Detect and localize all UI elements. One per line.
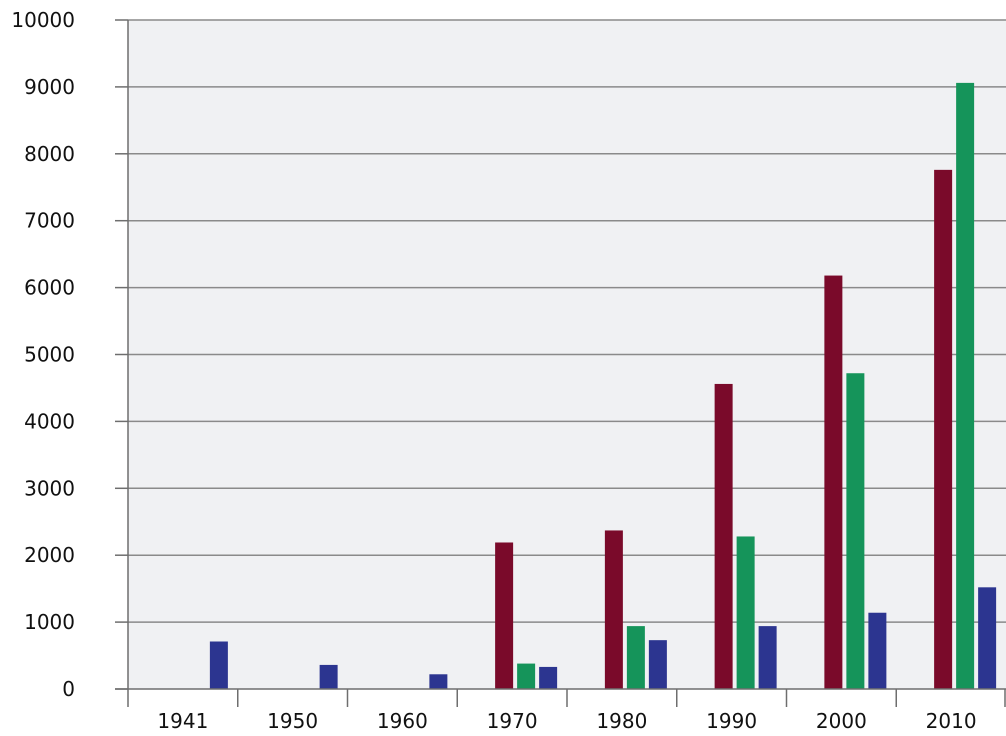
bar-1990-series-1 (714, 383, 733, 689)
bar-1980-series-1 (604, 530, 623, 689)
gridlines (115, 19, 1006, 690)
bar-2000-series-2 (846, 373, 865, 689)
bar-1970-series-2 (517, 663, 536, 689)
bars (209, 82, 997, 690)
y-axis-tick-labels: 0 1000 2000 3000 4000 5000 6000 7000 8000 9000 100… (11, 8, 75, 701)
x-tick-label: 1980 (596, 709, 647, 733)
y-tick-label: 5000 (24, 343, 75, 367)
bar-1970-series-1 (495, 542, 514, 689)
y-tick-label: 3000 (24, 476, 75, 500)
y-tick-label: 8000 (24, 142, 75, 166)
x-axis-tick-labels: 1941 1950 1960 1970 1980 1990 2000 2010 (157, 709, 976, 733)
y-tick-label: 2000 (24, 543, 75, 567)
x-tick-label: 1950 (267, 709, 318, 733)
y-tick-label: 4000 (24, 409, 75, 433)
y-tick-label: 9000 (24, 75, 75, 99)
bar-2010-series-2 (956, 82, 975, 690)
x-tick-label: 1941 (157, 709, 208, 733)
x-tick-label: 1970 (487, 709, 538, 733)
bar-1980-series-3 (648, 640, 667, 689)
bar-1970-series-3 (539, 666, 558, 689)
bar-2000-series-3 (868, 612, 887, 689)
y-tick-label: 7000 (24, 209, 75, 233)
bar-1990-series-3 (758, 626, 777, 689)
x-tick-label: 2000 (816, 709, 867, 733)
x-tick-label: 1960 (377, 709, 428, 733)
bar-2000-series-1 (824, 275, 843, 689)
axes (115, 20, 1006, 707)
x-tick-label: 1990 (706, 709, 757, 733)
bar-2010-series-1 (934, 169, 953, 689)
x-tick-label: 2010 (926, 709, 977, 733)
y-tick-label: 1000 (24, 610, 75, 634)
bar-2010-series-3 (978, 587, 997, 689)
bar-1960-series-3 (429, 674, 448, 689)
bar-1980-series-2 (626, 626, 645, 689)
y-tick-label: 0 (62, 677, 75, 701)
y-tick-label: 10000 (11, 8, 75, 32)
y-tick-label: 6000 (24, 276, 75, 300)
bar-1990-series-2 (736, 536, 755, 689)
bar-1941-series-3 (209, 641, 228, 689)
bar-1950-series-3 (319, 664, 338, 689)
